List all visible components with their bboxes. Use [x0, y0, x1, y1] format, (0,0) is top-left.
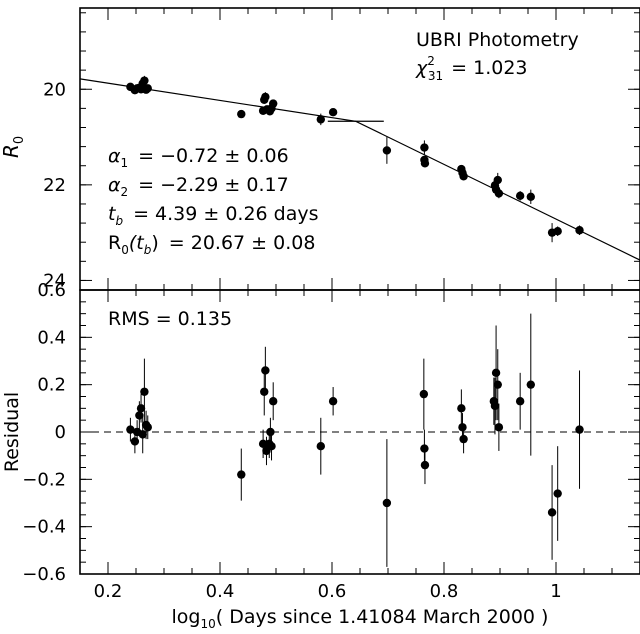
residual-point — [490, 401, 500, 411]
x-tick-label: 0.8 — [430, 581, 459, 602]
residual-point — [459, 434, 468, 444]
residual-point — [143, 423, 152, 432]
x-tick-label: 0.2 — [94, 581, 123, 602]
magnitude-point — [494, 189, 504, 198]
residual-point — [261, 366, 270, 375]
bottom-y-tick-labels: −0.6 −0.4 −0.2 0 0.2 0.4 0.6 — [22, 280, 66, 585]
residual-point — [526, 380, 535, 389]
residual-point — [130, 437, 140, 446]
magnitude-point — [553, 227, 562, 236]
magnitude-point — [143, 84, 152, 93]
residual-data-points — [126, 313, 584, 567]
residual-point — [316, 442, 325, 451]
residual-point — [515, 397, 525, 406]
rms-label: RMS = 0.135 — [108, 308, 232, 330]
x-axis-label: log10( Days since 1.41084 March 2000 ) — [172, 606, 549, 631]
bottom-panel: −0.6 −0.4 −0.2 0 0.2 0.4 0.6 0.2 0.4 0.6 0.8 1 RMS… — [1, 280, 640, 631]
top-y-tick-label: 24 — [43, 270, 66, 291]
magnitude-point — [382, 146, 392, 155]
magnitude-point — [261, 92, 270, 102]
bottom-ticks — [79, 289, 640, 575]
residual-point — [420, 460, 430, 470]
break-time-label: tb = 4.39 ± 0.26 days — [108, 203, 319, 228]
bottom-y-tick-label: 0.4 — [37, 327, 66, 348]
bottom-y-tick-label: 0 — [55, 422, 66, 443]
magnitude-point — [515, 191, 525, 201]
residual-point — [382, 498, 392, 508]
top-panel: 20 22 24 R0 UBRI Photometry χ2 31 = 1.023 α1… — [0, 7, 640, 291]
residual-point — [266, 427, 275, 437]
residual-point — [547, 508, 557, 517]
residual-point — [493, 380, 502, 389]
magnitude-point — [420, 143, 429, 152]
break-magnitude-label: R0(tb) = 20.67 ± 0.08 — [108, 232, 315, 257]
bottom-y-tick-label: −0.6 — [22, 564, 66, 585]
x-tick-labels: 0.2 0.4 0.6 0.8 1 — [94, 581, 562, 602]
photometry-title: UBRI Photometry — [416, 29, 579, 51]
residual-point — [126, 425, 135, 434]
bottom-y-tick-label: −0.4 — [22, 517, 66, 538]
magnitude-point — [316, 115, 325, 124]
residual-point — [260, 387, 269, 396]
bottom-y-tick-label: −0.2 — [22, 469, 66, 490]
bottom-y-tick-label: 0.2 — [37, 375, 66, 396]
magnitude-point — [493, 175, 502, 185]
alpha1-label: α1 = −0.72 ± 0.06 — [108, 145, 289, 170]
chi-square-label: χ2 31 = 1.023 — [415, 54, 528, 83]
x-tick-label: 1 — [550, 581, 561, 602]
magnitude-point — [140, 76, 149, 85]
residual-point — [138, 430, 147, 439]
top-data-points — [126, 75, 584, 243]
residual-point — [267, 442, 276, 451]
residual-point — [140, 387, 149, 396]
top-y-tick-labels: 20 22 24 — [43, 79, 66, 291]
residual-point — [328, 397, 338, 406]
residual-point — [494, 423, 504, 432]
magnitude-point — [459, 172, 468, 181]
residual-point — [258, 439, 268, 449]
residual-point — [457, 404, 466, 413]
magnitude-point — [269, 99, 278, 108]
top-y-tick-label: 20 — [43, 79, 66, 100]
x-tick-label: 0.4 — [206, 581, 235, 602]
top-ticks — [79, 8, 640, 290]
residual-point — [136, 404, 146, 413]
residual-point — [491, 368, 501, 378]
magnitude-point — [526, 192, 535, 201]
residual-point — [237, 470, 246, 479]
top-y-tick-label: 22 — [43, 175, 66, 196]
bottom-y-tick-label: 0.6 — [37, 280, 66, 301]
residual-point — [458, 423, 467, 432]
residual-point — [575, 425, 584, 434]
top-y-axis-label: R0 — [0, 136, 27, 158]
residual-point — [419, 389, 429, 399]
residual-axis-label: Residual — [1, 392, 23, 472]
magnitude-point — [420, 159, 430, 168]
residual-point — [420, 444, 429, 453]
magnitude-point — [575, 226, 584, 235]
residual-point — [553, 489, 562, 498]
magnitude-point — [237, 109, 246, 119]
x-tick-label: 0.6 — [318, 581, 347, 602]
alpha2-label: α2 = −2.29 ± 0.17 — [108, 174, 289, 199]
residual-point — [269, 397, 278, 406]
magnitude-point — [328, 107, 338, 117]
